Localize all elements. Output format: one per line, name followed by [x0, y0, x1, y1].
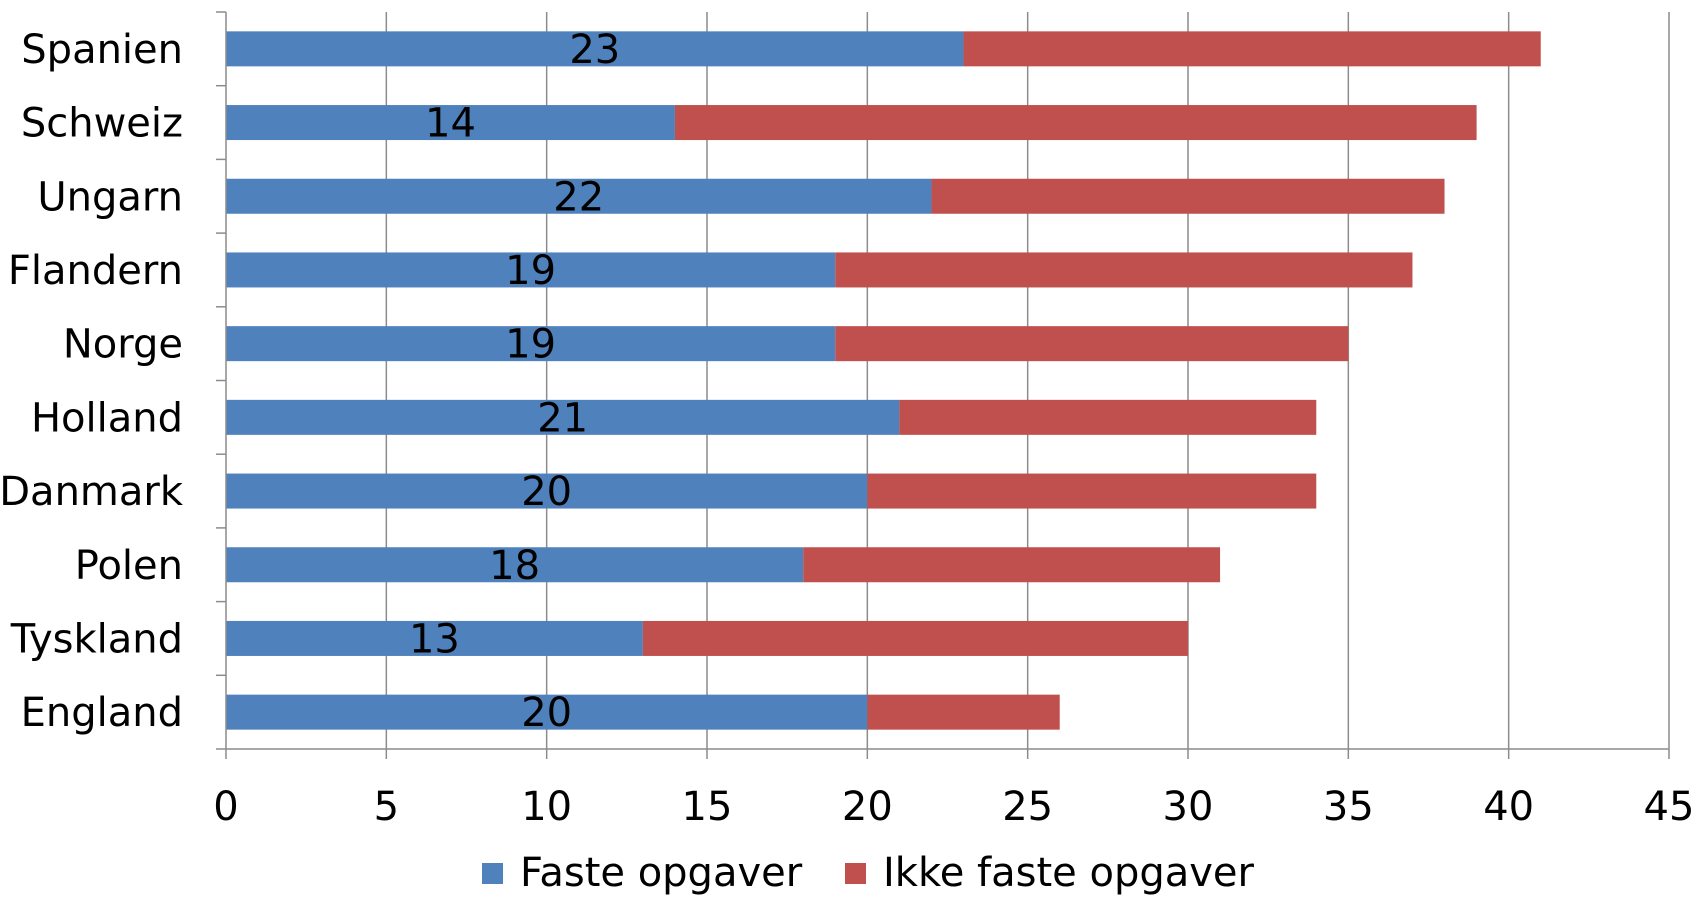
bar-segment [899, 399, 1317, 435]
category-label: Ungarn [37, 174, 183, 220]
bars [226, 31, 1541, 730]
category-label: Norge [63, 322, 183, 368]
x-tick-label: 10 [521, 784, 572, 830]
x-tick-label: 0 [213, 784, 238, 830]
bar-segment [674, 105, 1477, 141]
bar-segment [226, 399, 900, 435]
data-label: 14 [425, 101, 476, 147]
bar-segment [867, 473, 1317, 509]
legend-swatch-faste-opgaver [482, 863, 503, 884]
category-label: Polen [75, 543, 183, 589]
bar-segment [226, 252, 836, 288]
bar-segment [963, 31, 1541, 67]
bar-segment [226, 473, 868, 509]
legend-swatch-ikke-faste-opgaver [845, 863, 866, 884]
category-label: Tyskland [10, 616, 183, 662]
x-tick-label: 20 [842, 784, 893, 830]
bar-segment [835, 326, 1349, 362]
legend-label-faste-opgaver: Faste opgaver [520, 850, 803, 896]
x-tick-label: 25 [1002, 784, 1053, 830]
axes [216, 11, 1670, 759]
data-label: 22 [553, 174, 604, 220]
bar-segment [226, 620, 643, 656]
x-tick-label: 45 [1644, 784, 1695, 830]
bar-segment [226, 694, 868, 730]
data-label: 20 [521, 469, 572, 515]
bar-segment [226, 178, 932, 214]
bar-segment [226, 31, 964, 67]
data-label: 19 [505, 248, 556, 294]
x-tick-label: 35 [1323, 784, 1374, 830]
category-labels: Spanien Schweiz Ungarn Flandern Norge Holland… [0, 27, 184, 736]
bar-segment [835, 252, 1413, 288]
data-label: 18 [489, 543, 540, 589]
category-label: Schweiz [21, 101, 183, 147]
bar-segment [931, 178, 1445, 214]
bar-segment [642, 620, 1188, 656]
category-label: Spanien [21, 27, 183, 73]
x-tick-label: 30 [1163, 784, 1214, 830]
category-label: England [21, 690, 183, 736]
data-labels: 23 14 22 19 19 21 20 18 13 20 [409, 27, 620, 736]
x-tick-label: 5 [374, 784, 399, 830]
data-label: 23 [569, 27, 620, 73]
legend-label-ikke-faste-opgaver: Ikke faste opgaver [883, 850, 1255, 896]
bar-segment [226, 326, 836, 362]
data-label: 19 [505, 322, 556, 368]
bar-segment [803, 547, 1221, 583]
category-label: Danmark [0, 469, 184, 515]
x-tick-label: 15 [682, 784, 733, 830]
category-label: Flandern [8, 248, 183, 294]
bar-segment [226, 547, 804, 583]
data-label: 20 [521, 690, 572, 736]
x-tick-label: 40 [1483, 784, 1534, 830]
data-label: 21 [537, 395, 588, 441]
legend: Faste opgaver Ikke faste opgaver [482, 850, 1255, 896]
data-label: 13 [409, 616, 460, 662]
x-tick-labels: 0 5 10 15 20 25 30 35 40 45 [213, 784, 1694, 830]
bar-segment [226, 105, 675, 141]
bar-segment [867, 694, 1060, 730]
category-label: Holland [31, 395, 183, 441]
